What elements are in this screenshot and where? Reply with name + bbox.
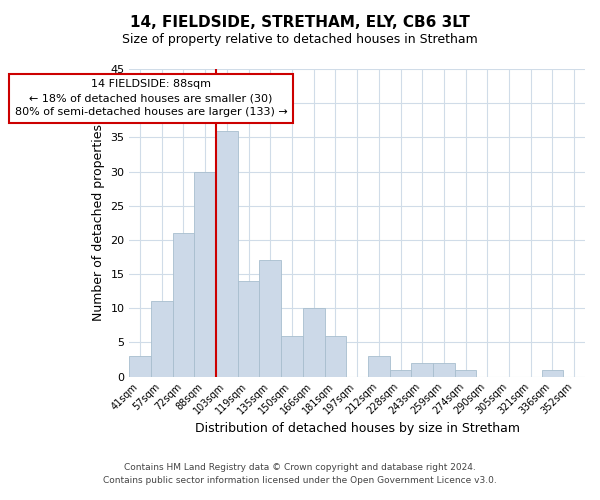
- Bar: [542, 370, 563, 376]
- Text: 14, FIELDSIDE, STRETHAM, ELY, CB6 3LT: 14, FIELDSIDE, STRETHAM, ELY, CB6 3LT: [130, 15, 470, 30]
- Bar: [173, 233, 194, 376]
- Bar: [368, 356, 389, 376]
- Bar: [389, 370, 412, 376]
- X-axis label: Distribution of detached houses by size in Stretham: Distribution of detached houses by size …: [194, 422, 520, 435]
- Bar: [303, 308, 325, 376]
- Text: Contains HM Land Registry data © Crown copyright and database right 2024.
Contai: Contains HM Land Registry data © Crown c…: [103, 463, 497, 485]
- Bar: [216, 130, 238, 376]
- Bar: [433, 363, 455, 376]
- Bar: [238, 281, 259, 376]
- Y-axis label: Number of detached properties: Number of detached properties: [92, 124, 104, 322]
- Text: Size of property relative to detached houses in Stretham: Size of property relative to detached ho…: [122, 32, 478, 46]
- Text: 14 FIELDSIDE: 88sqm
← 18% of detached houses are smaller (30)
80% of semi-detach: 14 FIELDSIDE: 88sqm ← 18% of detached ho…: [14, 80, 287, 118]
- Bar: [325, 336, 346, 376]
- Bar: [281, 336, 303, 376]
- Bar: [194, 172, 216, 376]
- Bar: [259, 260, 281, 376]
- Bar: [129, 356, 151, 376]
- Bar: [412, 363, 433, 376]
- Bar: [151, 302, 173, 376]
- Bar: [455, 370, 476, 376]
